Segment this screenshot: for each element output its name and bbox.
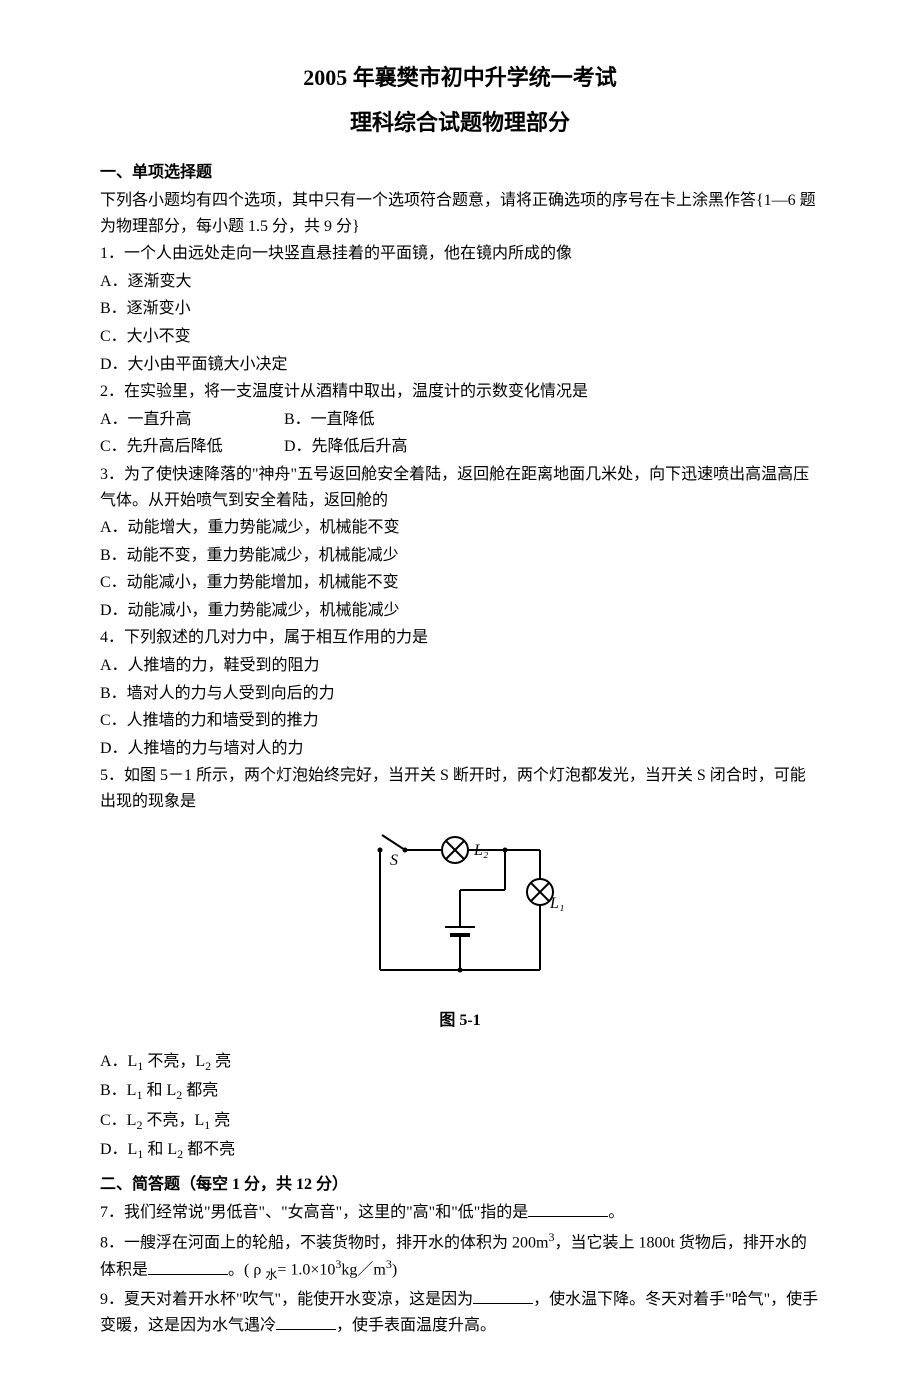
q2-stem: 2．在实验里，将一支温度计从酒精中取出，温度计的示数变化情况是 bbox=[100, 379, 820, 405]
q5-D: D．L1 和 L2 都不亮 bbox=[100, 1137, 820, 1164]
q1-C: C．大小不变 bbox=[100, 324, 820, 350]
q8: 8．一艘浮在河面上的轮船，不装货物时，排开水的体积为 200m3，当它装上 18… bbox=[100, 1228, 820, 1286]
q2-row1: A．一直升高 B．一直降低 bbox=[100, 407, 820, 433]
q1-D: D．大小由平面镜大小决定 bbox=[100, 352, 820, 378]
q9-blank2 bbox=[276, 1313, 336, 1330]
figure-5-1: S L₂ L₁ 图 5-1 bbox=[100, 830, 820, 1034]
q7: 7．我们经常说"男低音"、"女高音"，这里的"高"和"低"指的是。 bbox=[100, 1200, 820, 1226]
label-L1: L₁ bbox=[549, 895, 564, 912]
title-sub: 理科综合试题物理部分 bbox=[100, 105, 820, 140]
section1-instruction: 下列各小题均有四个选项，其中只有一个选项符合题意，请将正确选项的序号在卡上涂黑作… bbox=[100, 188, 820, 239]
q5-stem: 5．如图 5－1 所示，两个灯泡始终完好，当开关 S 断开时，两个灯泡都发光，当… bbox=[100, 763, 820, 814]
q7-blank bbox=[528, 1200, 608, 1217]
q2-C: C．先升高后降低 bbox=[100, 434, 280, 460]
q3-D: D．动能减小，重力势能减少，机械能减少 bbox=[100, 598, 820, 624]
title-main: 2005 年襄樊市初中升学统一考试 bbox=[100, 60, 820, 95]
q2-B: B．一直降低 bbox=[284, 411, 375, 428]
q4-C: C．人推墙的力和墙受到的推力 bbox=[100, 708, 820, 734]
q5-A: A．L1 不亮，L2 亮 bbox=[100, 1049, 820, 1076]
section1-header: 一、单项选择题 bbox=[100, 160, 820, 186]
q3-A: A．动能增大，重力势能减少，机械能不变 bbox=[100, 515, 820, 541]
q9: 9．夏天对着开水杯"吹气"，能使开水变凉，这是因为，使水温下降。冬天对着手"哈气… bbox=[100, 1287, 820, 1338]
q3-C: C．动能减小，重力势能增加，机械能不变 bbox=[100, 570, 820, 596]
q4-stem: 4．下列叙述的几对力中，属于相互作用的力是 bbox=[100, 625, 820, 651]
figure-5-1-caption: 图 5-1 bbox=[100, 1008, 820, 1034]
label-S: S bbox=[390, 852, 398, 869]
q1-B: B．逐渐变小 bbox=[100, 296, 820, 322]
section2-header: 二、简答题（每空 1 分，共 12 分） bbox=[100, 1172, 820, 1198]
q2-row2: C．先升高后降低 D．先降低后升高 bbox=[100, 434, 820, 460]
q1-stem: 1．一个人由远处走向一块竖直悬挂着的平面镜，他在镜内所成的像 bbox=[100, 241, 820, 267]
q4-A: A．人推墙的力，鞋受到的阻力 bbox=[100, 653, 820, 679]
q2-A: A．一直升高 bbox=[100, 407, 280, 433]
circuit-diagram: S L₂ L₁ bbox=[350, 830, 570, 990]
q3-B: B．动能不变，重力势能减少，机械能减少 bbox=[100, 543, 820, 569]
q5-C: C．L2 不亮，L1 亮 bbox=[100, 1108, 820, 1135]
q2-D: D．先降低后升高 bbox=[284, 438, 408, 455]
label-L2: L₂ bbox=[473, 842, 489, 859]
q1-A: A．逐渐变大 bbox=[100, 269, 820, 295]
q5-B: B．L1 和 L2 都亮 bbox=[100, 1078, 820, 1105]
q3-stem: 3．为了使快速降落的"神舟"五号返回舱安全着陆，返回舱在距离地面几米处，向下迅速… bbox=[100, 462, 820, 513]
q8-blank bbox=[148, 1258, 228, 1275]
q4-B: B．墙对人的力与人受到向后的力 bbox=[100, 681, 820, 707]
q4-D: D．人推墙的力与墙对人的力 bbox=[100, 736, 820, 762]
